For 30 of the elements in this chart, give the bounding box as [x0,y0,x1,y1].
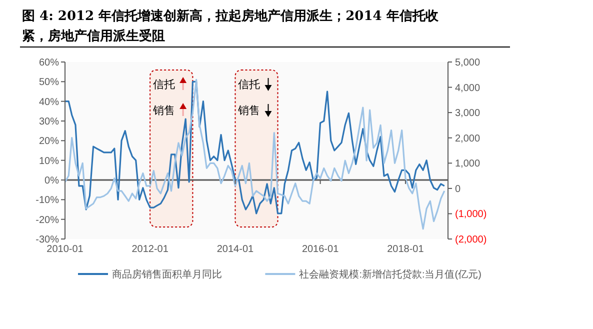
y-tick-label: -10% [36,195,60,206]
y-tick-label: -30% [36,234,60,246]
y-tick-label: 30% [38,116,60,128]
y-tick-label: 0% [44,176,60,186]
y2-tick-label: 5,000 [455,58,480,68]
y2-tick-label: (1,000) [455,209,487,220]
y2-tick-label: 1,000 [455,158,480,170]
y2-tick-label: 4,000 [455,82,480,94]
annotation: 信托 [238,78,260,91]
chart-title: 图 4: 2012 年信托增速创新高，拉起房地产信用派生；2014 年信托收紧，房地产信用派生受阻 [22,8,440,44]
x-tick-label: 2014-01 [216,244,254,255]
y2-tick-label: (2,000) [455,234,487,246]
y-tick-label: 10% [38,156,60,167]
annotation: 销售 [152,104,176,117]
y2-tick-label: 0 [455,184,461,195]
annotation: 销售 [237,104,260,117]
y-tick-label: 60% [38,58,60,68]
y-tick-label: -20% [36,214,60,226]
y-tick-label: 20% [38,136,60,148]
x-tick-label: 2018-01 [387,244,424,255]
y2-tick-label: 2,000 [455,133,480,144]
y-tick-label: 50% [38,77,60,88]
x-tick-label: 2016-01 [302,244,340,255]
annotation: 信托 [153,78,176,91]
legend-label: 商品房销售面积单月同比 [112,268,222,280]
x-tick-label: 2010-01 [46,244,84,255]
legend-label: 社会融资规模:新增信托贷款:当月值(亿元) [299,268,482,280]
x-tick-label: 2012-01 [132,244,169,255]
y-tick-label: 40% [38,96,60,108]
y2-tick-label: 3,000 [455,108,480,120]
